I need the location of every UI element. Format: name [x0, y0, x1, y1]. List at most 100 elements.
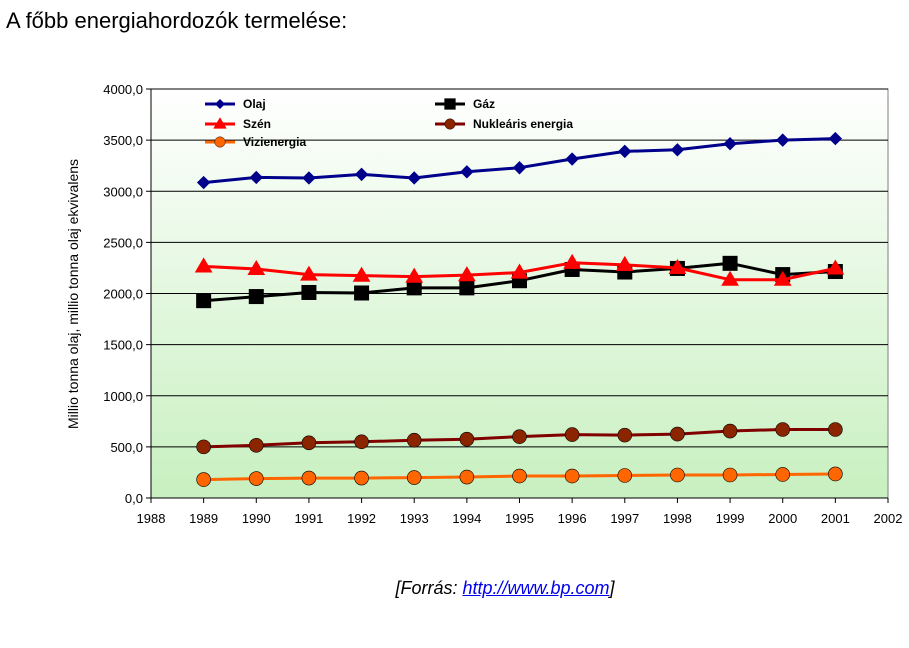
data-point	[248, 471, 264, 486]
x-tick-label: 1996	[558, 511, 587, 526]
legend-label: Szén	[243, 117, 271, 131]
source-suffix: ]	[609, 578, 615, 598]
x-tick-label: 2002	[874, 511, 903, 526]
legend: Olaj Gáz Szén Nukleáris energia Vizienergia	[205, 97, 573, 149]
data-point	[407, 171, 421, 185]
data-point	[248, 289, 264, 305]
data-point	[196, 293, 212, 309]
legend-item: Nukleáris energia	[435, 117, 573, 131]
data-point	[354, 285, 370, 301]
series-0	[196, 131, 843, 190]
data-point	[459, 431, 475, 447]
legend-item: Olaj	[205, 97, 266, 111]
data-point	[247, 259, 266, 276]
series-3	[196, 422, 843, 455]
data-point	[457, 266, 476, 282]
data-point	[406, 470, 422, 485]
y-tick-label: 500,0	[110, 440, 143, 455]
data-point	[301, 470, 317, 486]
data-point	[406, 432, 422, 448]
y-tick-label: 3500,0	[103, 133, 143, 148]
data-point	[721, 270, 739, 286]
x-tick-label: 1990	[242, 511, 271, 526]
data-point	[668, 258, 687, 275]
x-tick-label: 1988	[137, 511, 166, 526]
legend-item: Vizienergia	[205, 135, 306, 149]
data-point	[565, 152, 579, 166]
legend-marker	[444, 118, 456, 130]
y-axis-title: Millio tonna olaj, millio tonna olaj ekv…	[65, 159, 81, 429]
data-point	[248, 438, 264, 453]
data-point	[406, 280, 422, 296]
data-point	[564, 468, 580, 484]
data-point	[564, 427, 580, 442]
data-point	[775, 467, 791, 482]
y-tick-label: 2000,0	[103, 287, 143, 302]
data-point	[828, 466, 843, 482]
x-tick-labels: 1988 1989 1990 1991 1992 1993 1994 1995 1996 1997…	[137, 511, 903, 526]
source-citation: [Forrás: http://www.bp.com]	[0, 578, 909, 599]
data-point	[459, 469, 475, 485]
x-tick-label: 2001	[821, 511, 850, 526]
x-tick-label: 1994	[452, 511, 481, 526]
legend-label: Olaj	[243, 97, 266, 111]
legend-label: Vizienergia	[243, 135, 306, 149]
data-point	[196, 175, 211, 190]
data-point	[194, 257, 213, 273]
y-tick-label: 3000,0	[103, 184, 143, 199]
series-2	[194, 253, 845, 286]
data-point	[460, 165, 474, 179]
x-tick-label: 2000	[768, 511, 797, 526]
data-point	[670, 426, 685, 442]
legend-marker-wrap	[444, 118, 456, 130]
data-point	[459, 280, 475, 296]
series-lines	[194, 131, 845, 487]
legend-marker	[214, 136, 226, 148]
data-point	[615, 255, 634, 271]
data-point	[512, 468, 527, 484]
data-point	[300, 265, 318, 281]
data-point	[775, 422, 791, 437]
data-point	[512, 429, 527, 444]
data-point	[354, 167, 369, 182]
page-title: A főbb energiahordozók termelése:	[6, 8, 348, 33]
data-point	[826, 259, 845, 275]
data-point	[196, 472, 211, 487]
y-tick-label: 0,0	[125, 491, 143, 506]
data-point	[670, 467, 685, 483]
data-point	[196, 439, 211, 455]
legend-marker	[213, 117, 227, 129]
data-point	[301, 435, 317, 451]
data-point	[354, 470, 369, 486]
x-tick-label: 1993	[400, 511, 429, 526]
data-point	[618, 144, 632, 159]
x-tick-label: 1989	[189, 511, 218, 526]
legend-marker	[214, 98, 226, 110]
legend-marker-wrap	[214, 136, 226, 148]
data-point	[352, 266, 371, 282]
y-tick-labels: 0,0 500,0 1000,0 1500,0 2000,0 2500,0 3000,0 35…	[103, 82, 143, 506]
series-4	[196, 466, 843, 487]
legend-label: Nukleáris energia	[473, 117, 573, 131]
x-tick-label: 1995	[505, 511, 534, 526]
legend-marker-wrap	[444, 98, 456, 110]
data-point	[302, 171, 316, 185]
legend-marker-wrap	[214, 98, 226, 110]
legend-item: Gáz	[435, 97, 495, 111]
data-point	[776, 133, 790, 147]
grid-lines	[151, 88, 888, 448]
data-point	[249, 170, 263, 185]
source-link[interactable]: http://www.bp.com	[462, 578, 610, 598]
data-point	[512, 161, 527, 175]
legend-marker-wrap	[213, 117, 227, 129]
x-tick-label: 1997	[610, 511, 639, 526]
data-point	[722, 423, 738, 439]
x-tick-label: 1991	[294, 511, 323, 526]
data-point	[723, 136, 737, 151]
data-point	[617, 427, 633, 443]
x-tick-label: 1999	[716, 511, 745, 526]
data-point	[722, 467, 738, 483]
data-point	[354, 434, 369, 450]
data-point	[722, 255, 738, 271]
